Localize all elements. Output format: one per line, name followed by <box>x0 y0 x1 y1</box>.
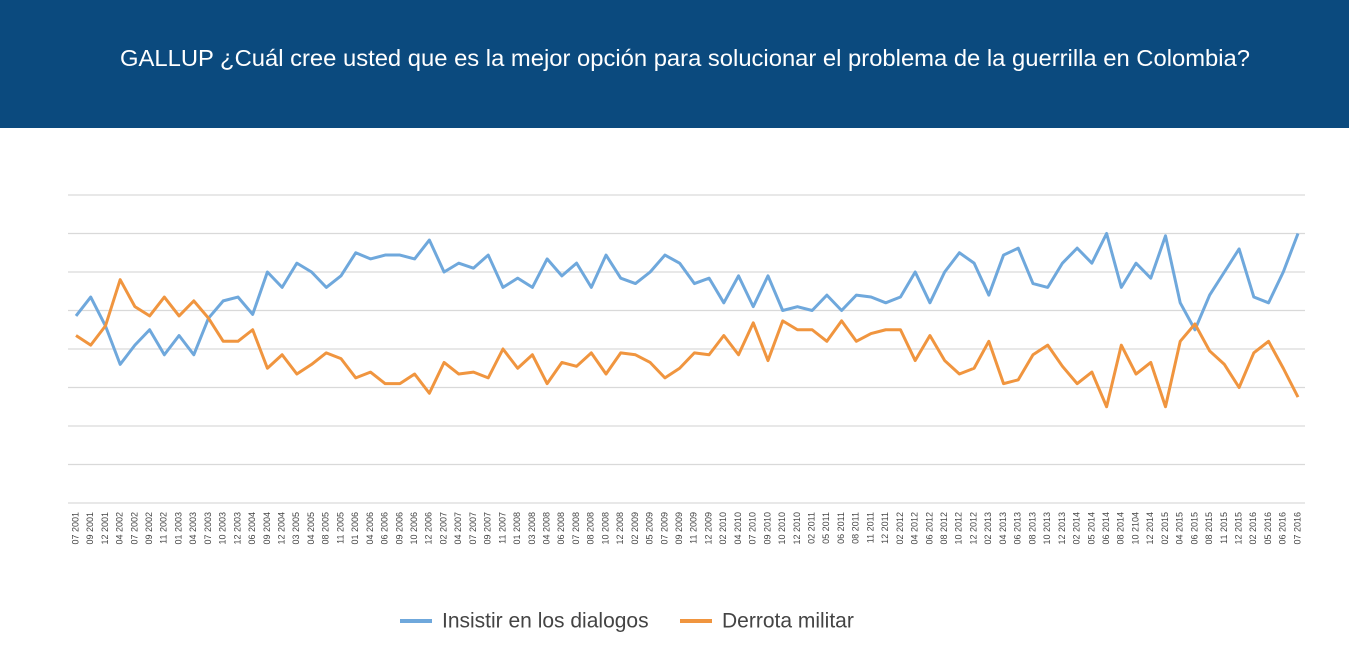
x-tick-label: 04 2005 <box>306 512 316 545</box>
x-tick-label: 04 2013 <box>998 512 1008 545</box>
x-tick-label: 12 2009 <box>703 512 713 545</box>
x-tick-label: 02 2013 <box>983 512 993 545</box>
x-tick-label: 02 2011 <box>807 512 817 544</box>
x-tick-label: 05 2014 <box>1086 512 1096 545</box>
header-band <box>0 0 1349 128</box>
x-tick-label: 07 2016 <box>1292 512 1302 545</box>
x-tick-label: 07 2003 <box>203 512 213 545</box>
x-tick-label: 10 2010 <box>777 512 787 545</box>
x-tick-label: 08 2011 <box>851 512 861 544</box>
x-tick-label: 06 2011 <box>836 512 846 544</box>
legend-label: Insistir en los dialogos <box>442 610 649 633</box>
series-line <box>74 232 1300 366</box>
x-tick-label: 01 2003 <box>173 512 183 545</box>
x-tick-label: 12 2011 <box>880 512 890 544</box>
x-tick-label: 12 2001 <box>100 512 110 545</box>
x-tick-label: 07 2010 <box>748 512 758 545</box>
x-tick-label: 04 2007 <box>453 512 463 545</box>
x-tick-label: 04 2008 <box>542 512 552 545</box>
x-tick-label: 09 2009 <box>674 512 684 545</box>
legend-label: Derrota militar <box>722 610 854 633</box>
x-tick-label: 10 2013 <box>1042 512 1052 545</box>
x-tick-label: 10 2003 <box>218 512 228 545</box>
x-tick-label: 04 2010 <box>733 512 743 545</box>
x-tick-label: 08 2014 <box>1116 512 1126 545</box>
x-tick-label: 02 2016 <box>1248 512 1258 545</box>
x-tick-label: 10 2104 <box>1130 512 1140 545</box>
x-tick-label: 08 2008 <box>586 512 596 545</box>
series-line <box>75 278 1300 409</box>
x-tick-label: 04 2003 <box>188 512 198 545</box>
x-tick-label: 09 2002 <box>144 512 154 545</box>
x-tick-label: 06 2013 <box>1013 512 1023 545</box>
x-tick-label: 12 2008 <box>615 512 625 545</box>
x-tick-label: 03 2005 <box>291 512 301 545</box>
x-tick-label: 07 2002 <box>129 512 139 545</box>
x-tick-label: 11 2005 <box>335 512 345 544</box>
x-tick-label: 09 2004 <box>262 512 272 545</box>
x-tick-label: 12 2014 <box>1145 512 1155 545</box>
x-tick-label: 09 2006 <box>394 512 404 545</box>
x-tick-label: 11 2002 <box>159 512 169 544</box>
x-tick-label: 12 2015 <box>1233 512 1243 545</box>
x-tick-label: 05 2009 <box>645 512 655 545</box>
x-tick-label: 06 2006 <box>380 512 390 545</box>
x-tick-label: 02 2012 <box>895 512 905 545</box>
x-tick-label: 09 2010 <box>762 512 772 545</box>
x-tick-label: 06 2012 <box>924 512 934 545</box>
x-tick-label: 05 2016 <box>1263 512 1273 545</box>
x-tick-label: 02 2014 <box>1072 512 1082 545</box>
x-tick-label: 06 2008 <box>556 512 566 545</box>
x-tick-label: 08 2012 <box>939 512 949 545</box>
x-tick-label: 07 2009 <box>659 512 669 545</box>
x-tick-label: 07 2007 <box>468 512 478 545</box>
x-tick-label: 12 2012 <box>968 512 978 545</box>
x-tick-label: 06 2004 <box>247 512 257 545</box>
x-tick-label: 10 2012 <box>954 512 964 545</box>
x-tick-label: 02 2010 <box>718 512 728 545</box>
x-tick-label: 10 2008 <box>600 512 610 545</box>
x-tick-label: 08 2015 <box>1204 512 1214 545</box>
x-tick-label: 07 2008 <box>571 512 581 545</box>
x-tick-label: 01 2008 <box>512 512 522 545</box>
x-tick-label: 01 2006 <box>350 512 360 545</box>
x-tick-label: 11 2009 <box>689 512 699 544</box>
x-tick-label: 12 2010 <box>792 512 802 545</box>
chart-title: GALLUP ¿Cuál cree usted que es la mejor … <box>120 45 1250 71</box>
x-tick-label: 11 2011 <box>865 512 875 543</box>
x-tick-label: 04 2012 <box>910 512 920 545</box>
x-tick-label: 05 2011 <box>821 512 831 544</box>
x-tick-label: 12 2006 <box>424 512 434 545</box>
x-tick-label: 08 2005 <box>321 512 331 545</box>
x-tick-label: 09 2007 <box>483 512 493 545</box>
x-tick-label: 09 2001 <box>85 512 95 545</box>
x-tick-label: 06 2015 <box>1189 512 1199 545</box>
x-tick-label: 02 2015 <box>1160 512 1170 545</box>
x-tick-label: 02 2009 <box>630 512 640 545</box>
x-tick-label: 04 2006 <box>365 512 375 545</box>
x-tick-label: 12 2003 <box>232 512 242 545</box>
x-tick-label: 12 2013 <box>1057 512 1067 545</box>
x-tick-label: 11 2015 <box>1219 512 1229 544</box>
x-tick-label: 03 2008 <box>527 512 537 545</box>
x-tick-label: 04 2002 <box>115 512 125 545</box>
x-tick-label: 11 2007 <box>497 512 507 544</box>
x-tick-label: 07 2001 <box>70 512 80 545</box>
x-tick-label: 02 2007 <box>438 512 448 545</box>
x-tick-label: 08 2013 <box>1027 512 1037 545</box>
x-tick-label: 06 2016 <box>1278 512 1288 545</box>
x-tick-label: 04 2015 <box>1175 512 1185 545</box>
x-tick-label: 06 2014 <box>1101 512 1111 545</box>
x-tick-label: 12 2004 <box>276 512 286 545</box>
x-tick-label: 10 2006 <box>409 512 419 545</box>
